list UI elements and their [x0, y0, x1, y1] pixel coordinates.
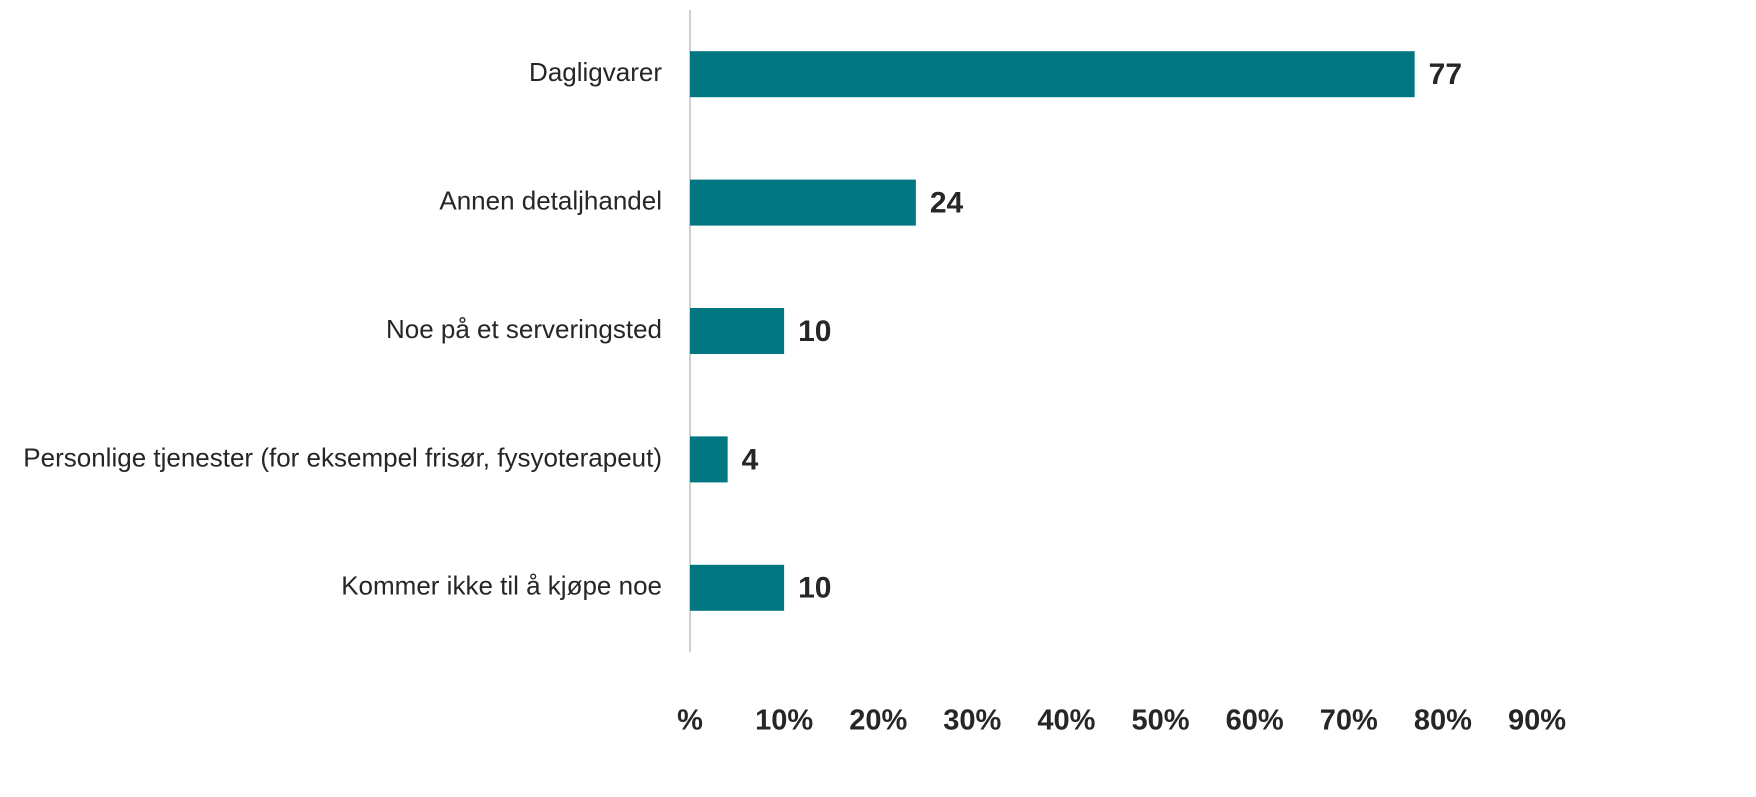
x-tick-label: 30%: [943, 705, 1001, 737]
x-tick-label: 70%: [1320, 705, 1378, 737]
value-label: 24: [930, 187, 964, 220]
bar: [690, 436, 728, 483]
x-tick-label: 20%: [849, 705, 907, 737]
category-label: Annen detaljhandel: [439, 185, 662, 215]
category-label: Dagligvarer: [529, 57, 662, 87]
x-tick-label: 80%: [1414, 705, 1472, 737]
bar: [690, 564, 785, 611]
bar: [690, 308, 785, 354]
x-tick-label: 40%: [1037, 705, 1095, 737]
bar: [690, 179, 916, 226]
value-label: 4: [742, 443, 759, 476]
bar: [690, 51, 1415, 98]
value-label: 10: [798, 572, 831, 605]
x-tick-label: 50%: [1132, 705, 1190, 737]
category-label: Personlige tjenester (for eksempel frisø…: [23, 442, 662, 472]
x-tick-label: 10%: [755, 705, 813, 737]
x-tick-label: 90%: [1508, 705, 1566, 737]
value-label: 10: [798, 315, 831, 348]
category-label: Kommer ikke til å kjøpe noe: [341, 571, 662, 601]
value-label: 77: [1429, 58, 1462, 91]
x-tick-label: %: [677, 705, 703, 737]
category-label: Noe på et serveringsted: [386, 314, 662, 344]
x-tick-label: 60%: [1226, 705, 1284, 737]
